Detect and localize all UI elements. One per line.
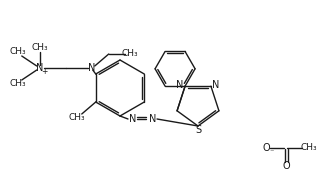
Text: N: N xyxy=(36,63,43,73)
Text: O: O xyxy=(262,143,270,153)
Text: N: N xyxy=(129,114,137,124)
Text: O: O xyxy=(282,161,290,171)
Text: ⁻: ⁻ xyxy=(270,147,274,156)
Text: N: N xyxy=(176,80,184,90)
Text: CH₃: CH₃ xyxy=(9,48,26,56)
Text: CH₃: CH₃ xyxy=(68,114,85,122)
Text: S: S xyxy=(195,125,201,135)
Text: CH₃: CH₃ xyxy=(9,78,26,87)
Text: CH₃: CH₃ xyxy=(31,43,48,52)
Text: N: N xyxy=(212,80,220,90)
Text: CH₃: CH₃ xyxy=(301,143,317,152)
Text: +: + xyxy=(41,67,48,76)
Text: CH₃: CH₃ xyxy=(122,49,138,58)
Text: N: N xyxy=(88,63,96,73)
Text: N: N xyxy=(149,114,157,124)
